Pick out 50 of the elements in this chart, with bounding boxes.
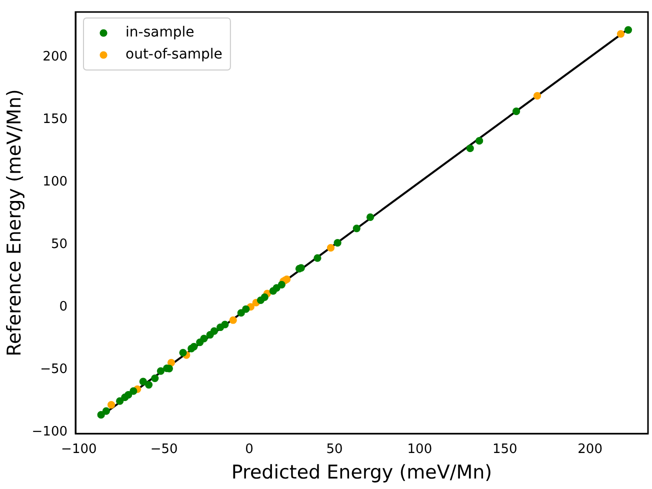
y-tick-label: 200: [42, 49, 68, 64]
point: [466, 144, 474, 152]
point: [97, 411, 105, 419]
point: [624, 26, 632, 34]
x-tick-label: 150: [492, 442, 518, 457]
point: [151, 374, 159, 382]
point: [190, 342, 198, 350]
point: [326, 244, 335, 252]
legend-label: in-sample: [126, 24, 194, 41]
point: [200, 334, 208, 342]
y-axis-title: Reference Energy (meV/Mn): [3, 89, 26, 356]
point: [179, 348, 187, 356]
y-tick-label: 50: [50, 237, 68, 252]
y-tick-label: −100: [32, 424, 68, 440]
point: [139, 378, 147, 386]
point: [107, 401, 116, 409]
point: [352, 224, 360, 232]
point: [156, 367, 164, 375]
point: [616, 30, 625, 38]
y-tick-label: −50: [40, 362, 68, 378]
point: [102, 407, 110, 415]
x-tick-label: 50: [326, 442, 343, 457]
point: [124, 391, 132, 399]
point: [334, 239, 342, 247]
y-tick-label: 100: [42, 174, 68, 190]
x-tick-label: −100: [61, 442, 97, 457]
x-tick-label: 0: [245, 442, 254, 457]
point: [144, 381, 153, 389]
x-axis-title: Predicted Energy (meV/Mn): [231, 462, 492, 484]
point: [278, 280, 286, 289]
point: [221, 320, 229, 328]
point: [512, 108, 520, 116]
point: [210, 327, 218, 335]
point: [167, 358, 176, 366]
point: [237, 309, 245, 317]
y-tick-label: 150: [42, 112, 68, 127]
x-tick-label: −50: [150, 442, 178, 457]
legend-label: out-of-sample: [126, 46, 222, 63]
point: [130, 387, 138, 395]
x-tick-label: 200: [578, 442, 602, 457]
point: [533, 92, 542, 100]
x-tick-label: 100: [407, 442, 432, 457]
point: [476, 137, 484, 145]
point: [260, 293, 268, 302]
point: [314, 254, 322, 262]
point: [229, 316, 237, 324]
point: [242, 305, 250, 313]
y-tick-label: 0: [59, 300, 68, 315]
point: [116, 397, 124, 405]
point: [366, 213, 374, 221]
